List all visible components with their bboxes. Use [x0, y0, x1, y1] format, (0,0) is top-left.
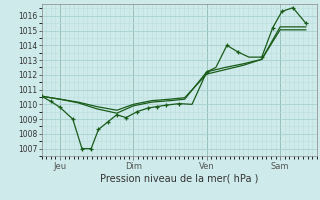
X-axis label: Pression niveau de la mer( hPa ): Pression niveau de la mer( hPa ) — [100, 173, 258, 183]
